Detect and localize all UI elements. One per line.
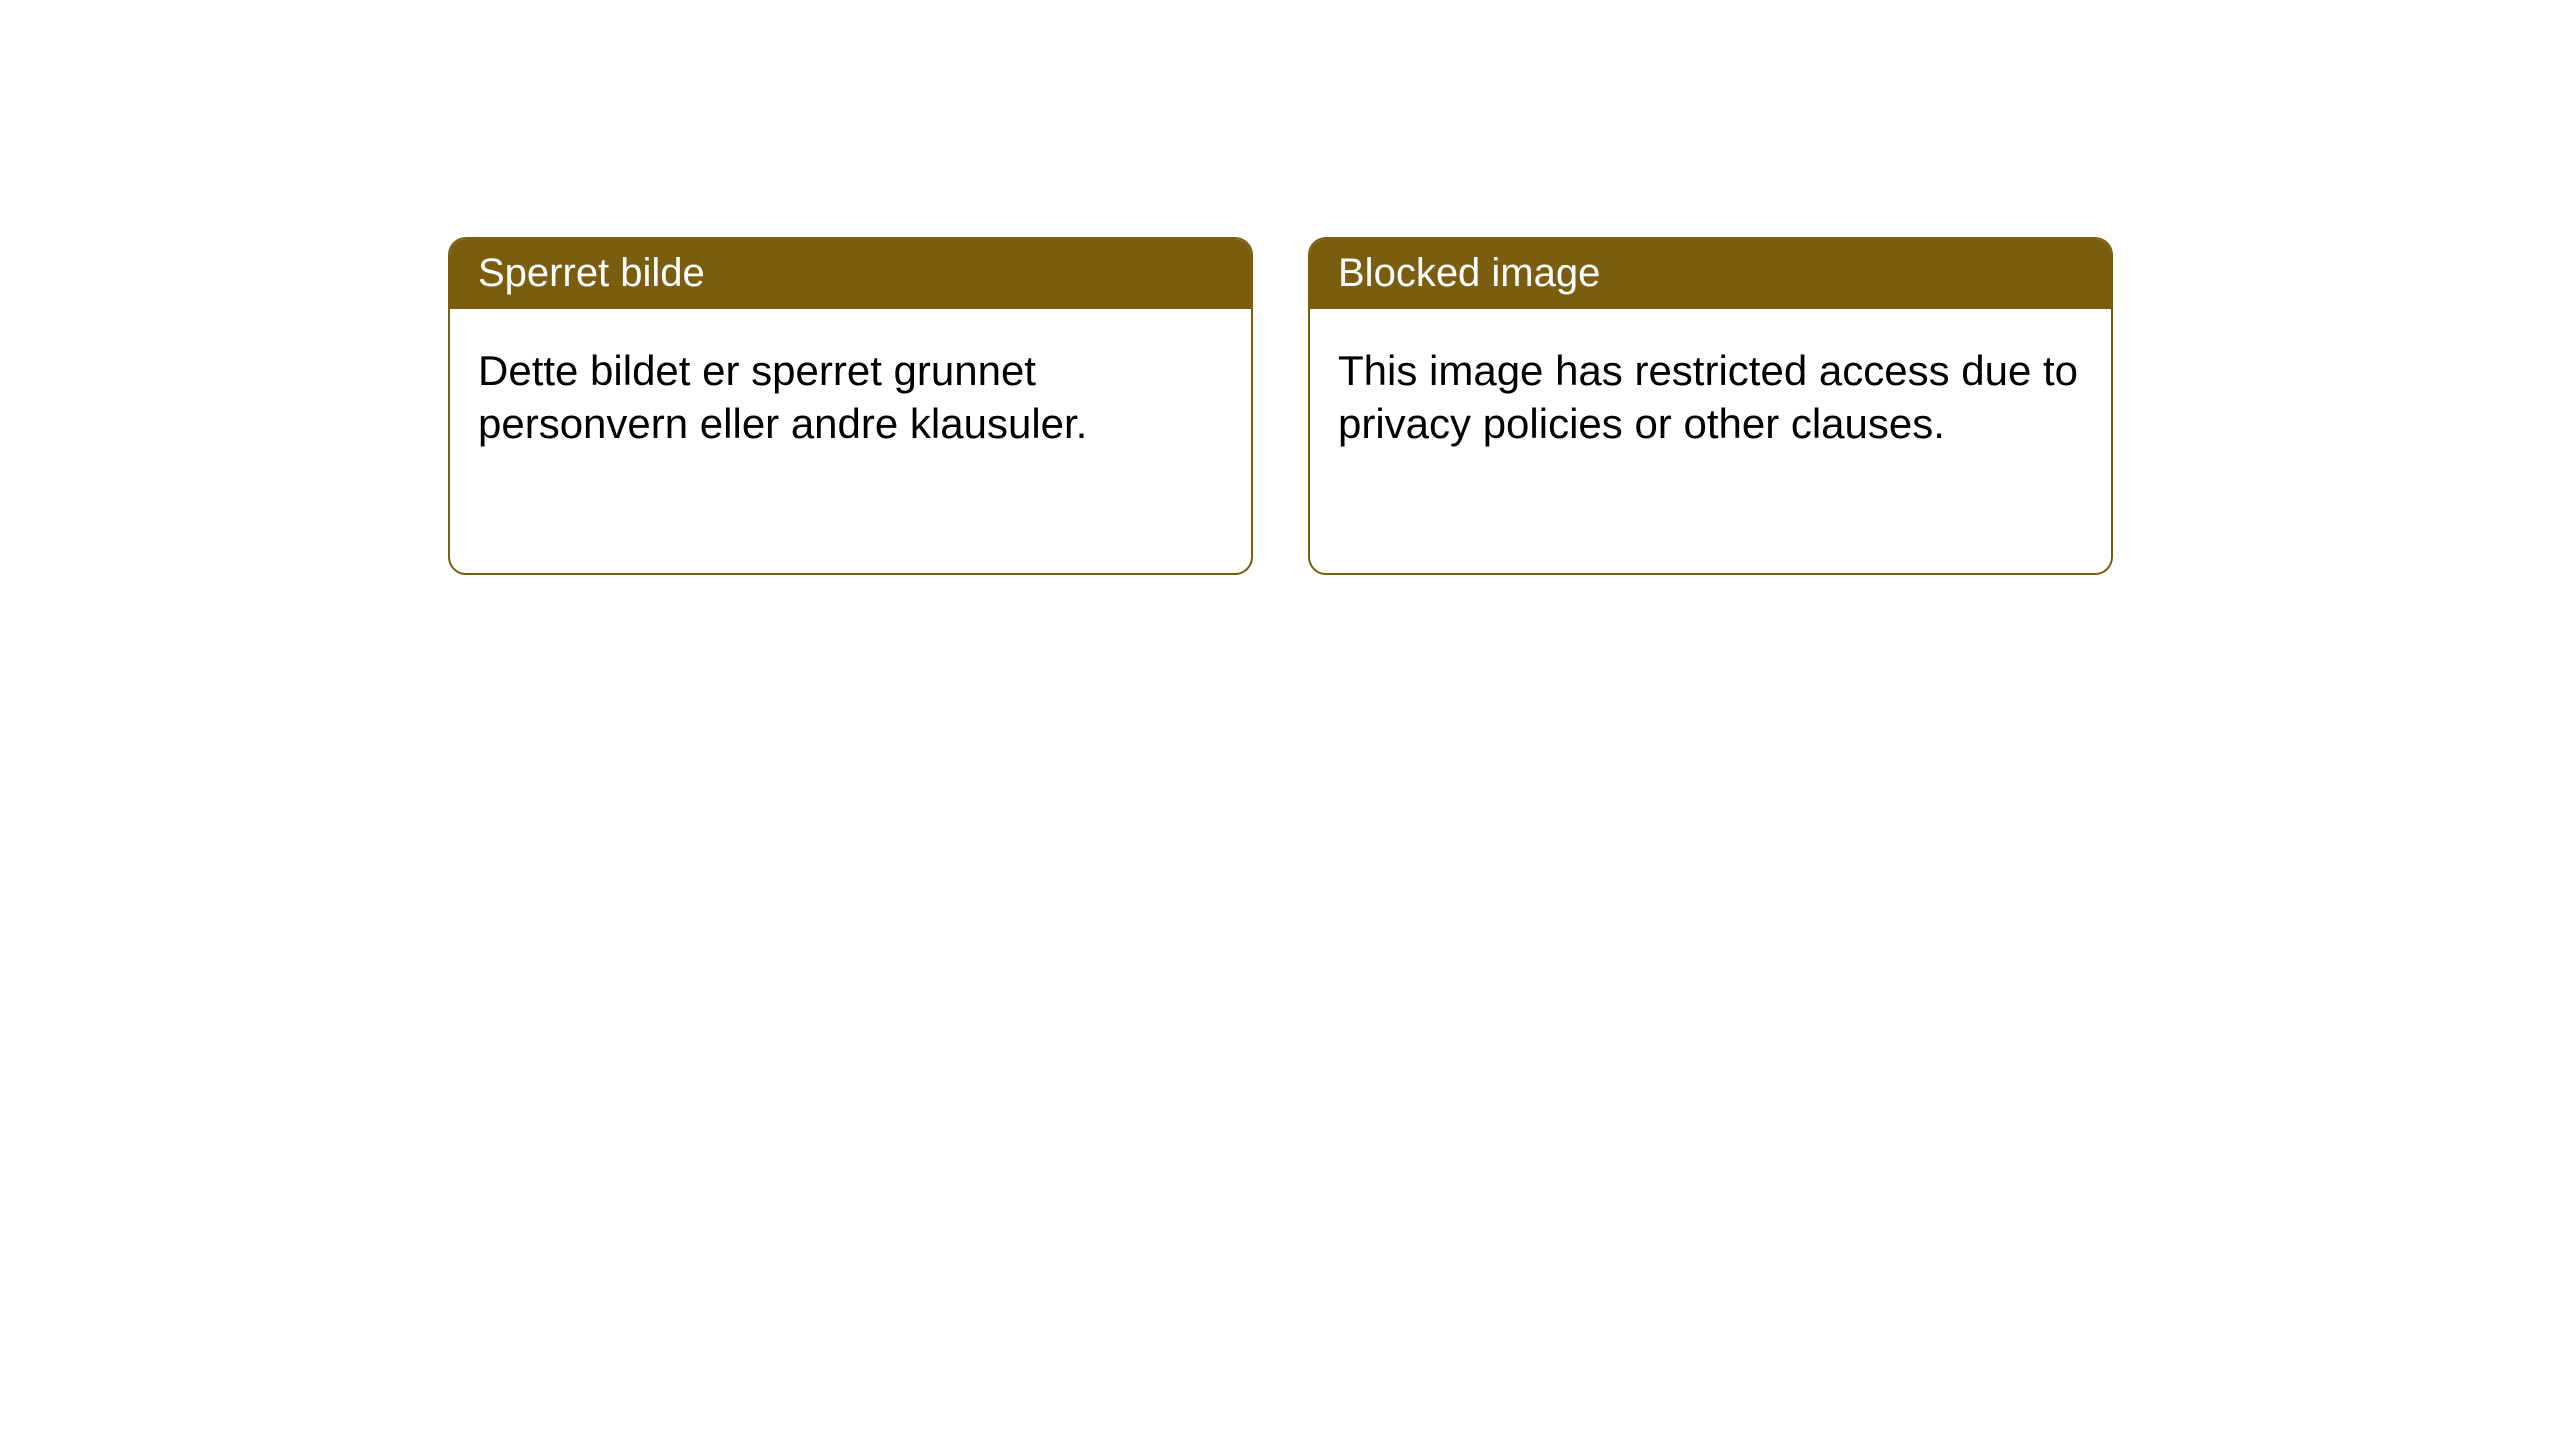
- notice-container: Sperret bilde Dette bildet er sperret gr…: [448, 237, 2113, 575]
- card-title: Sperret bilde: [478, 251, 705, 295]
- card-title: Blocked image: [1338, 251, 1600, 295]
- card-body: This image has restricted access due to …: [1310, 309, 2111, 478]
- notice-card-norwegian: Sperret bilde Dette bildet er sperret gr…: [448, 237, 1253, 575]
- card-header: Blocked image: [1310, 239, 2111, 309]
- card-header: Sperret bilde: [450, 239, 1251, 309]
- card-body: Dette bildet er sperret grunnet personve…: [450, 309, 1251, 478]
- notice-card-english: Blocked image This image has restricted …: [1308, 237, 2113, 575]
- card-message: This image has restricted access due to …: [1338, 347, 2078, 447]
- card-message: Dette bildet er sperret grunnet personve…: [478, 347, 1087, 447]
